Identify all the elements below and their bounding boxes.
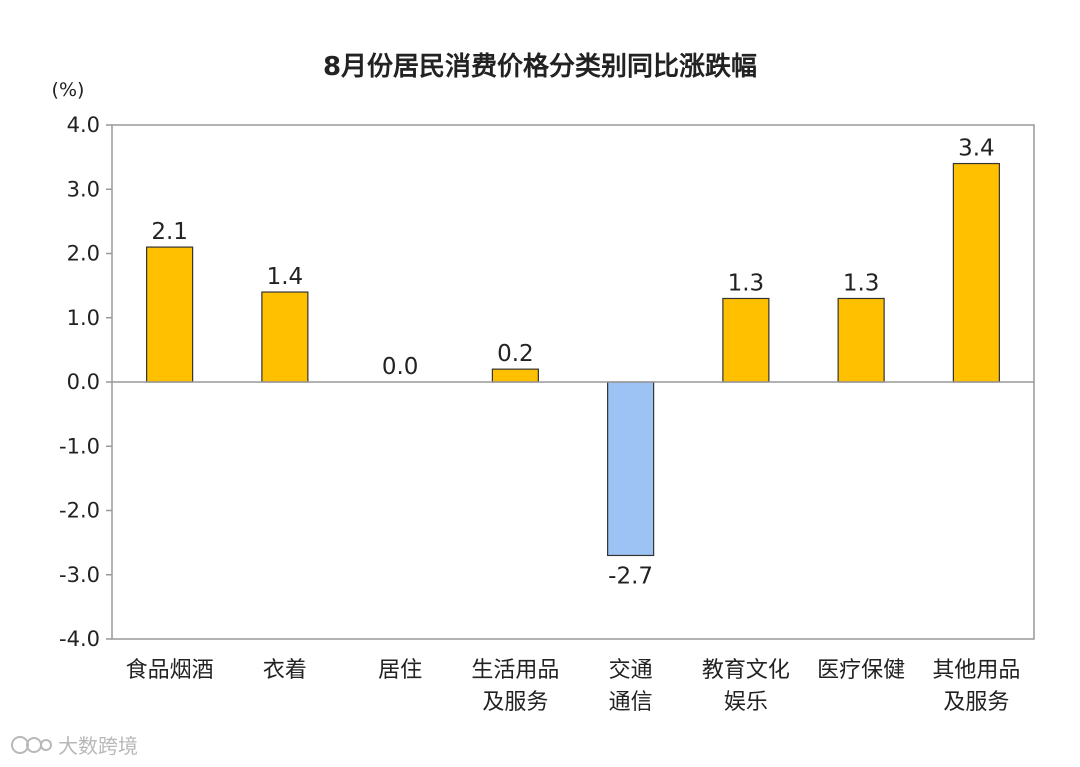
bar	[952, 162, 1000, 383]
bar	[146, 246, 194, 383]
data-label: 3.4	[958, 136, 995, 162]
bars	[146, 162, 1000, 557]
category-label: 食品烟酒	[126, 658, 214, 683]
data-labels: 2.1 1.4 0.0 0.2 -2.7 1.3 1.3 3.4	[151, 136, 994, 590]
watermark: 大数跨境	[10, 730, 138, 759]
y-tick-label: -2.0	[59, 499, 100, 523]
watermark-text: 大数跨境	[58, 734, 138, 758]
bar	[607, 381, 655, 557]
data-label: 0.0	[382, 354, 419, 380]
category-label: 其他用品	[932, 658, 1020, 683]
bar	[491, 368, 539, 383]
data-label: -2.7	[608, 563, 653, 589]
y-tick-label: -1.0	[59, 434, 100, 458]
category-label: 及服务	[482, 690, 548, 715]
category-label: 教育文化	[702, 658, 790, 683]
y-axis-ticks: 4.0 3.0 2.0 1.0 0.0 -1.0 -2.0 -3.0 -4.0	[59, 113, 112, 651]
data-label: 0.2	[497, 341, 534, 367]
chart-title: 8月份居民消费价格分类别同比涨跌幅	[323, 51, 757, 82]
watermark-logo-icon	[11, 735, 52, 754]
data-label: 1.3	[728, 270, 765, 296]
data-label: 1.3	[843, 270, 880, 296]
bar	[837, 297, 885, 383]
y-tick-label: 4.0	[67, 113, 100, 137]
y-tick-label: 3.0	[67, 177, 100, 201]
category-label: 衣着	[263, 658, 307, 683]
y-axis-unit: (%)	[52, 79, 85, 101]
y-tick-label: 1.0	[67, 306, 100, 330]
y-tick-label: 0.0	[67, 370, 100, 394]
data-label: 1.4	[267, 264, 304, 290]
category-label: 居住	[378, 658, 422, 683]
bar	[261, 291, 309, 383]
y-tick-label: -3.0	[59, 563, 100, 587]
category-label: 及服务	[943, 690, 1009, 715]
category-label: 生活用品	[471, 658, 559, 683]
category-label: 医疗保健	[817, 658, 905, 683]
bar	[722, 297, 770, 383]
category-label: 通信	[609, 690, 653, 715]
y-tick-label: -4.0	[59, 627, 100, 651]
data-label: 2.1	[151, 219, 188, 245]
category-label: 交通	[609, 658, 653, 683]
y-tick-label: 2.0	[67, 242, 100, 266]
category-label: 娱乐	[724, 690, 768, 715]
